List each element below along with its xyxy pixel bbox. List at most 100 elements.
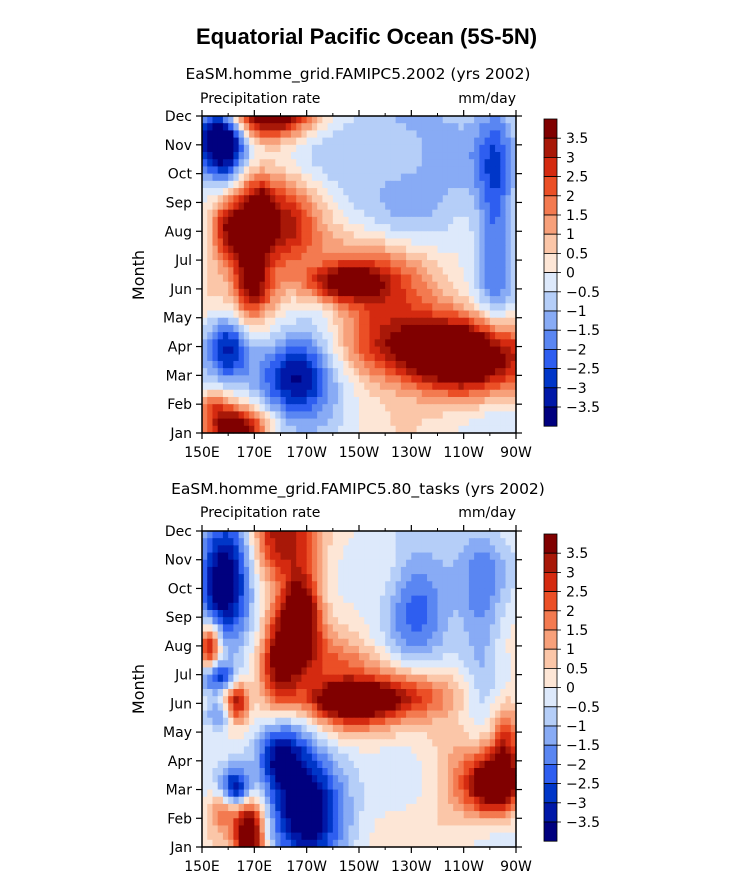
heatmap-cell	[343, 130, 350, 139]
heatmap-cell	[290, 296, 297, 304]
heatmap-cell	[343, 195, 350, 204]
heatmap-cell	[463, 166, 470, 175]
heatmap-cell	[317, 360, 323, 369]
heatmap-cell	[453, 624, 460, 633]
heatmap-cell	[395, 581, 402, 590]
heatmap-cell	[484, 538, 491, 546]
heatmap-cell	[233, 310, 240, 319]
heatmap-cell	[207, 216, 214, 225]
heatmap-cell	[463, 724, 470, 733]
heatmap-cell	[275, 396, 282, 405]
heatmap-cell	[458, 382, 465, 391]
heatmap-cell	[432, 760, 439, 769]
heatmap-cell	[463, 753, 470, 762]
heatmap-cell	[416, 296, 423, 304]
heatmap-cell	[411, 624, 418, 633]
heatmap-cell	[489, 130, 496, 139]
heatmap-cell	[400, 188, 407, 196]
heatmap-cell	[233, 559, 240, 568]
heatmap-cell	[311, 581, 318, 590]
heatmap-cell	[280, 689, 287, 697]
heatmap-cell	[468, 418, 475, 427]
heatmap-cell	[238, 317, 245, 326]
heatmap-cell	[228, 346, 234, 355]
heatmap-cell	[327, 660, 334, 669]
heatmap-cell	[338, 130, 344, 139]
heatmap-cell	[202, 267, 208, 276]
heatmap-cell	[311, 137, 318, 146]
heatmap-cell	[390, 753, 397, 762]
heatmap-cell	[479, 559, 486, 568]
heatmap-cell	[421, 566, 428, 575]
heatmap-cell	[285, 689, 292, 697]
heatmap-cell	[484, 375, 491, 384]
heatmap-cell	[416, 216, 423, 225]
heatmap-cell	[270, 753, 276, 762]
heatmap-cell	[259, 617, 266, 625]
heatmap-cell	[458, 324, 465, 333]
heatmap-cell	[243, 775, 250, 783]
heatmap-cell	[421, 696, 428, 704]
heatmap-cell	[458, 310, 465, 319]
heatmap-cell	[301, 173, 308, 182]
heatmap-cell	[353, 130, 360, 139]
heatmap-cell	[427, 631, 433, 640]
heatmap-cell	[474, 180, 480, 189]
heatmap-cell	[411, 281, 418, 290]
heatmap-cell	[338, 389, 344, 398]
heatmap-cell	[228, 238, 234, 247]
heatmap-cell	[400, 631, 407, 640]
heatmap-cell	[500, 610, 507, 618]
heatmap-cell	[238, 245, 245, 254]
heatmap-cell	[280, 645, 287, 654]
heatmap-cell	[411, 717, 418, 726]
heatmap-cell	[500, 789, 507, 798]
heatmap-cell	[500, 724, 507, 733]
heatmap-cell	[395, 559, 402, 568]
heatmap-cell	[228, 382, 234, 391]
heatmap-cell	[275, 696, 282, 704]
heatmap-cell	[348, 260, 355, 268]
heatmap-cell	[301, 144, 308, 153]
heatmap-cell	[432, 411, 439, 420]
heatmap-cell	[427, 674, 433, 683]
heatmap-cell	[359, 653, 365, 661]
heatmap-cell	[243, 123, 250, 131]
heatmap-cell	[495, 425, 501, 434]
heatmap-cell	[327, 216, 334, 225]
heatmap-cell	[447, 681, 454, 690]
heatmap-cell	[416, 238, 423, 247]
heatmap-cell	[285, 645, 292, 654]
heatmap-cell	[348, 531, 355, 539]
heatmap-cell	[259, 667, 266, 676]
heatmap-cell	[427, 202, 433, 211]
heatmap-cell	[442, 645, 449, 654]
heatmap-cell	[207, 288, 214, 297]
heatmap-cell	[510, 137, 517, 146]
heatmap-cell	[270, 324, 276, 333]
heatmap-cell	[390, 760, 397, 769]
heatmap-cell	[495, 760, 501, 769]
heatmap-cell	[379, 768, 386, 776]
heatmap-cell	[217, 310, 224, 319]
heatmap-cell	[406, 782, 412, 791]
heatmap-cell	[301, 130, 308, 139]
heatmap-cell	[306, 296, 313, 304]
heatmap-cell	[479, 404, 486, 412]
heatmap-cell	[301, 588, 308, 597]
heatmap-cell	[411, 617, 418, 625]
heatmap-cell	[259, 224, 266, 232]
heatmap-cell	[390, 588, 397, 597]
heatmap-cell	[322, 574, 329, 582]
heatmap-cell	[463, 574, 470, 582]
panel-1-title: EaSM.homme_grid.FAMIPC5.2002 (yrs 2002)	[186, 65, 531, 84]
heatmap-cell	[474, 610, 480, 618]
heatmap-cell	[238, 368, 245, 376]
heatmap-cell	[390, 566, 397, 575]
heatmap-cell	[285, 346, 292, 355]
heatmap-cell	[348, 216, 355, 225]
heatmap-cell	[369, 696, 376, 704]
heatmap-cell	[290, 703, 297, 712]
heatmap-cell	[364, 173, 371, 182]
heatmap-cell	[233, 332, 240, 340]
